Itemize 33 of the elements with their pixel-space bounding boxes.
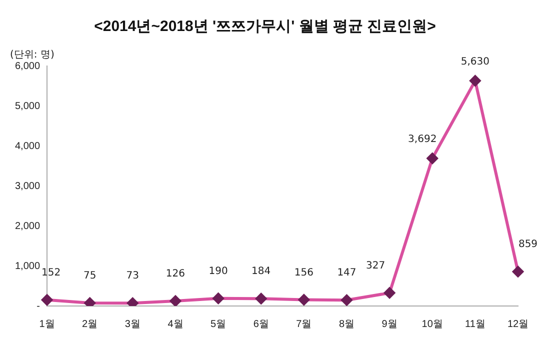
- text: 75: [83, 270, 96, 282]
- text: 184: [252, 266, 271, 278]
- x-tick-label: 1월: [39, 318, 55, 330]
- y-tick-label: 2,000: [14, 220, 40, 232]
- chart-title: <2014년~2018년 '쯔쯔가무시' 월별 평균 진료인원>: [94, 18, 436, 36]
- x-tick-label: 9월: [382, 318, 398, 330]
- y-tick-label: 3,000: [14, 180, 40, 192]
- x-tick-label: 5월: [210, 318, 226, 330]
- text: 126: [166, 268, 186, 280]
- x-tick-label: 7월: [296, 318, 312, 330]
- text: 147: [337, 268, 356, 279]
- text: 152: [41, 268, 61, 279]
- text: 190: [208, 266, 228, 277]
- x-tick-label: 2월: [82, 318, 98, 330]
- x-tick-label: 3월: [124, 318, 140, 330]
- x-tick-label: 10월: [422, 318, 443, 330]
- x-tick-label: 4월: [168, 318, 184, 330]
- text: 73: [126, 270, 140, 282]
- y-tick-label: 6,000: [14, 60, 40, 72]
- x-tick-label: 11월: [464, 318, 486, 330]
- y-tick-label: 1,000: [14, 260, 40, 272]
- text: 859: [518, 239, 538, 250]
- y-tick-label: -: [36, 300, 40, 312]
- text: 5,630: [460, 56, 490, 68]
- y-tick-label: 5,000: [14, 100, 40, 112]
- text: 327: [366, 260, 386, 272]
- text: 156: [294, 267, 314, 278]
- y-tick-label: 4,000: [14, 140, 40, 152]
- text: 3,692: [408, 134, 437, 145]
- x-tick-label: 8월: [338, 318, 355, 330]
- x-tick-label: 12월: [507, 318, 529, 330]
- x-tick-label: 6월: [253, 318, 269, 330]
- text: (단위: 명): [10, 50, 54, 61]
